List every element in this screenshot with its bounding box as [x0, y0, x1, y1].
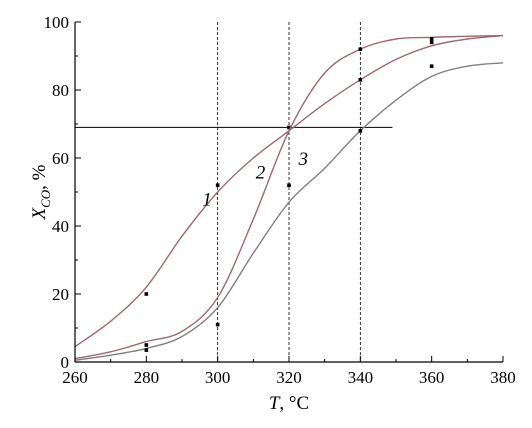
- x-tick-label: 360: [419, 368, 445, 387]
- y-tick-label: 40: [52, 217, 69, 236]
- y-axis-title: XCO, %: [29, 164, 53, 220]
- x-tick-label: 280: [134, 368, 160, 387]
- y-tick-label: 20: [52, 285, 69, 304]
- y-tick-label: 60: [52, 149, 69, 168]
- x-tick-label: 300: [205, 368, 231, 387]
- data-point: [358, 129, 363, 133]
- series-label: 3: [298, 149, 309, 170]
- y-tick-label: 80: [52, 81, 69, 100]
- series-3: 3: [74, 62, 504, 361]
- data-point: [358, 78, 363, 82]
- y-tick-label: 100: [44, 13, 70, 32]
- data-point: [287, 125, 291, 130]
- data-point: [358, 47, 363, 51]
- x-tick-label: 380: [490, 368, 516, 387]
- data-point: [287, 183, 291, 187]
- x-tick-label: 260: [62, 368, 88, 387]
- plot-area: 1 2 3: [74, 22, 504, 362]
- series-label: 2: [256, 162, 266, 183]
- data-point: [144, 292, 149, 296]
- x-axis: 260 280 300 320 340 360 380: [62, 356, 516, 387]
- x-tick-label: 320: [276, 368, 302, 387]
- x-tick-label: 340: [348, 368, 374, 387]
- y-tick-label: 0: [61, 353, 70, 372]
- data-point: [144, 348, 149, 352]
- data-point: [215, 183, 220, 187]
- data-point: [429, 40, 434, 45]
- data-point: [429, 37, 434, 41]
- y-axis: 0 20 40 60 80 100: [44, 13, 81, 372]
- data-point: [144, 343, 149, 347]
- series-2: 2: [74, 34, 504, 360]
- data-point: [215, 322, 220, 327]
- data-point: [429, 64, 434, 68]
- series-label: 1: [202, 190, 212, 211]
- x-axis-title: T, °C: [269, 393, 309, 414]
